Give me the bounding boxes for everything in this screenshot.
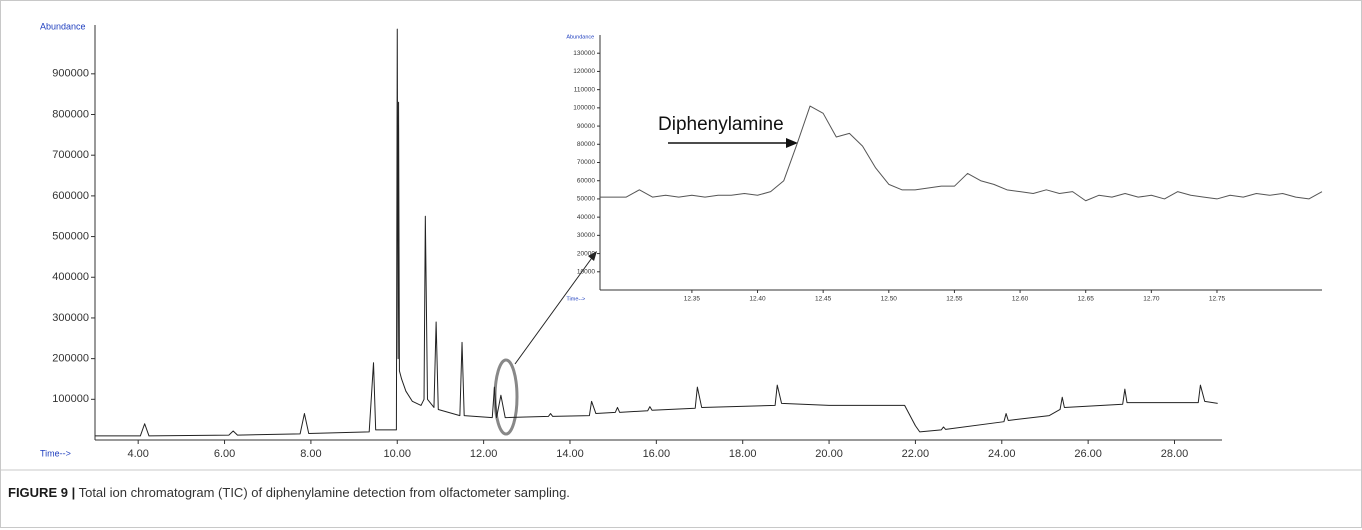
x-tick-label: 12.40 (749, 296, 766, 303)
zoom-arrowhead (588, 251, 597, 261)
x-tick-label: 12.50 (881, 296, 898, 303)
x-axis-label: Time--> (566, 296, 585, 302)
x-tick-label: 12.55 (946, 296, 963, 303)
y-axis-label: Abundance (40, 21, 86, 31)
y-tick-label: 130000 (573, 50, 595, 57)
y-tick-label: 60000 (577, 177, 595, 184)
x-tick-label: 18.00 (729, 448, 757, 460)
y-tick-label: 120000 (573, 68, 595, 75)
y-tick-label: 100000 (573, 105, 595, 112)
x-tick-label: 28.00 (1161, 448, 1189, 460)
y-tick-label: 110000 (574, 86, 596, 93)
y-tick-label: 100000 (52, 393, 89, 405)
zoom-arrow (514, 254, 595, 365)
x-tick-label: 14.00 (556, 448, 584, 460)
highlight-ellipse (493, 358, 519, 436)
y-tick-label: 10000 (577, 269, 595, 276)
x-tick-label: 26.00 (1074, 448, 1102, 460)
caption-label: FIGURE 9 | (8, 485, 75, 500)
y-tick-label: 50000 (577, 196, 595, 203)
caption: FIGURE 9 | Total ion chromatogram (TIC) … (8, 485, 570, 500)
x-tick-label: 20.00 (815, 448, 843, 460)
x-tick-label: 10.00 (383, 448, 411, 460)
x-tick-label: 12.70 (1143, 296, 1160, 303)
y-tick-label: 800000 (52, 108, 89, 120)
y-tick-label: 70000 (577, 159, 595, 166)
x-tick-label: 8.00 (300, 448, 321, 460)
x-tick-label: 24.00 (988, 448, 1016, 460)
x-tick-label: 12.00 (470, 448, 498, 460)
data-line (95, 28, 1218, 437)
y-tick-label: 900000 (52, 68, 89, 80)
y-tick-label: 30000 (577, 232, 595, 239)
x-tick-label: 4.00 (127, 448, 148, 460)
y-tick-label: 300000 (52, 312, 89, 324)
y-tick-label: 40000 (577, 214, 595, 221)
x-axis-label: Time--> (40, 448, 71, 458)
y-tick-label: 400000 (52, 271, 89, 283)
y-tick-label: 20000 (577, 250, 595, 257)
x-tick-label: 12.75 (1209, 296, 1226, 303)
y-tick-label: 200000 (52, 353, 89, 365)
annotation-arrowhead (786, 138, 798, 148)
annotation: Diphenylamine (658, 114, 784, 135)
x-tick-label: 12.45 (815, 296, 832, 303)
x-tick-label: 16.00 (643, 448, 671, 460)
x-tick-label: 6.00 (214, 448, 235, 460)
x-tick-label: 12.35 (684, 296, 701, 303)
data-line (600, 105, 1323, 202)
x-tick-label: 12.65 (1078, 296, 1095, 303)
y-axis-label: Abundance (566, 34, 594, 40)
y-tick-label: 80000 (577, 141, 595, 148)
x-tick-label: 22.00 (902, 448, 930, 460)
caption-text: Total ion chromatogram (TIC) of diphenyl… (79, 485, 570, 500)
y-tick-label: 600000 (52, 190, 89, 202)
x-tick-label: 12.60 (1012, 296, 1029, 303)
y-tick-label: 90000 (577, 123, 595, 130)
y-tick-label: 700000 (52, 149, 89, 161)
y-tick-label: 500000 (52, 230, 89, 242)
